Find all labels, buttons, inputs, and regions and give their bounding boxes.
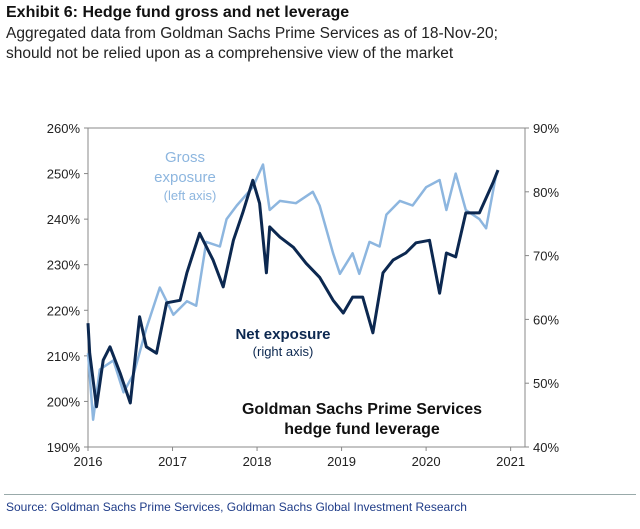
chart-subtitle-line2: should not be relied upon as a comprehen… [6, 45, 454, 62]
left-tick-label: 210% [47, 349, 81, 364]
divider [4, 494, 636, 495]
left-tick-label: 220% [47, 303, 81, 318]
gross-label-2: exposure [154, 169, 216, 186]
right-tick-label: 70% [533, 249, 559, 264]
x-tick-label: 2018 [243, 454, 272, 469]
right-tick-label: 80% [533, 185, 559, 200]
chart-subtitle-line1: Aggregated data from Goldman Sachs Prime… [6, 25, 498, 42]
right-tick-label: 50% [533, 376, 559, 391]
net-label-1: Net exposure [235, 326, 330, 343]
source-note: Source: Goldman Sachs Prime Services, Go… [6, 500, 467, 514]
x-tick-label: 2016 [74, 454, 103, 469]
chart-title: Exhibit 6: Hedge fund gross and net leve… [6, 4, 350, 21]
gross-label-3: (left axis) [164, 188, 217, 203]
x-tick-label: 2021 [496, 454, 525, 469]
right-tick-label: 40% [533, 440, 559, 455]
gross-exposure-line [86, 163, 498, 421]
x-tick-label: 2017 [158, 454, 187, 469]
left-tick-label: 240% [47, 212, 81, 227]
left-tick-label: 260% [47, 121, 81, 136]
right-tick-label: 60% [533, 312, 559, 327]
plot-frame [87, 127, 526, 448]
x-tick-label: 2020 [412, 454, 441, 469]
left-tick-label: 250% [47, 167, 81, 182]
left-tick-label: 230% [47, 258, 81, 273]
annotation-line2: hedge fund leverage [284, 421, 440, 438]
right-tick-label: 90% [533, 121, 559, 136]
left-tick-label: 190% [47, 440, 81, 455]
x-tick-label: 2019 [327, 454, 356, 469]
annotation-line1: Goldman Sachs Prime Services [242, 401, 482, 418]
left-tick-label: 200% [47, 394, 81, 409]
gross-label-1: Gross [165, 149, 205, 166]
net-exposure-line [86, 169, 500, 409]
net-label-2: (right axis) [253, 344, 314, 359]
